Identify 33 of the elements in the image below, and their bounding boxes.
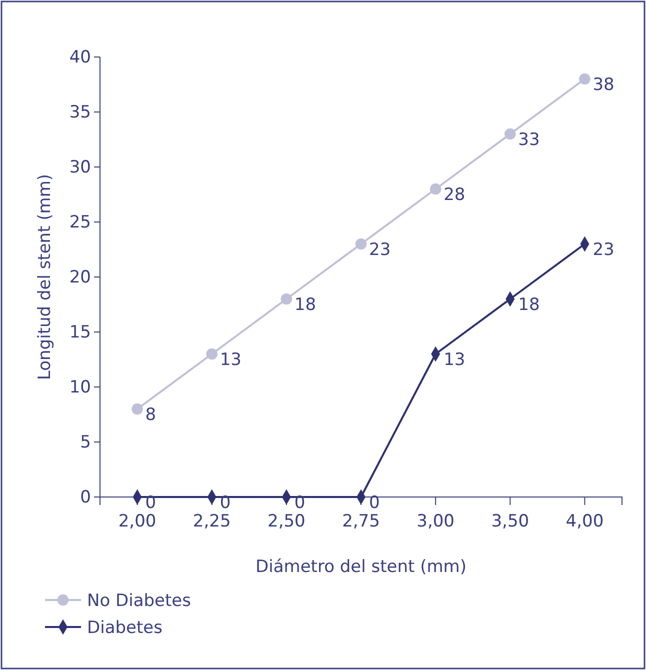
- x-tick-label: 2,75: [342, 512, 380, 532]
- data-label: 23: [592, 240, 614, 260]
- y-tick-label: 40: [69, 47, 91, 68]
- y-tick-label: 30: [69, 157, 91, 178]
- y-tick-label: 5: [80, 432, 91, 452]
- data-label: 18: [294, 295, 316, 315]
- x-tick-label: 2,00: [118, 512, 156, 532]
- data-label: 8: [145, 405, 156, 425]
- data-label: 33: [518, 130, 540, 150]
- legend-label: No Diabetes: [87, 591, 192, 611]
- x-tick-label: 2,50: [268, 512, 306, 532]
- x-axis-title: Diámetro del stent (mm): [256, 557, 466, 577]
- y-tick-label: 35: [69, 102, 91, 122]
- data-label: 0: [294, 493, 306, 513]
- y-tick-label: 10: [69, 377, 91, 398]
- x-tick-label: 3,50: [491, 512, 530, 532]
- y-tick-label: 25: [69, 212, 91, 232]
- y-tick-label: 0: [80, 487, 91, 508]
- data-label: 13: [220, 350, 242, 370]
- x-tick-label: 2,25: [192, 512, 231, 532]
- data-label: 23: [369, 240, 391, 260]
- data-label: 18: [518, 295, 540, 315]
- legend-label: Diabetes: [87, 618, 163, 638]
- data-label: 0: [220, 493, 231, 513]
- y-tick-label: 20: [69, 267, 91, 288]
- y-axis-title: Longitud del stent (mm): [35, 174, 55, 380]
- x-tick-label: 3,00: [416, 512, 454, 532]
- data-label: 28: [444, 185, 466, 205]
- data-label: 0: [145, 493, 156, 513]
- y-tick-label: 15: [69, 322, 91, 342]
- x-tick-label: 4,00: [566, 512, 604, 532]
- data-label: 38: [592, 75, 614, 95]
- data-label: 13: [444, 350, 466, 370]
